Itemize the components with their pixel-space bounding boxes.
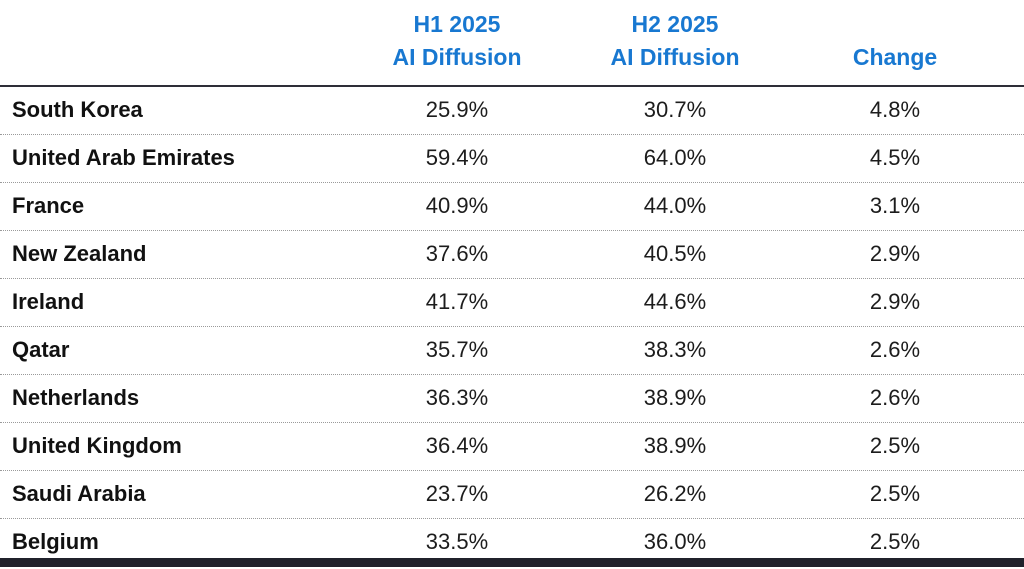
country-name: Netherlands [12,385,140,411]
h1-diffusion-value: 40.9% [425,193,489,219]
country-name: Ireland [12,289,85,315]
h2-diffusion-value: 38.9% [643,385,707,411]
change-value: 4.8% [869,97,921,123]
header-change-line2: Change [852,44,938,71]
h1-diffusion-value: 37.6% [425,241,489,267]
bottom-border-bar [0,558,1024,567]
header-h1-line2: AI Diffusion [392,44,522,71]
change-value: 2.5% [869,433,921,459]
country-name: United Kingdom [12,433,182,459]
h1-diffusion-value: 25.9% [425,97,489,123]
country-name: France [12,193,85,219]
h2-diffusion-value: 64.0% [643,145,707,171]
h1-diffusion-value: 36.4% [425,433,489,459]
table-row-saudi-arabia: Saudi Arabia 23.7% 26.2% 2.5% [0,471,1024,519]
h1-diffusion-value: 59.4% [425,145,489,171]
change-value: 2.6% [869,385,921,411]
table-row-united-arab-emirates: United Arab Emirates 59.4% 64.0% 4.5% [0,135,1024,183]
h2-diffusion-value: 44.0% [643,193,707,219]
h1-diffusion-value: 35.7% [425,337,489,363]
country-name: Saudi Arabia [12,481,146,507]
header-h2-line2: AI Diffusion [610,44,740,71]
header-h1-line1: H1 2025 [413,11,501,37]
table-row-qatar: Qatar 35.7% 38.3% 2.6% [0,327,1024,375]
h2-diffusion-value: 30.7% [643,97,707,123]
column-header-h1-2025-ai-diffusion: H1 2025 AI Diffusion [330,8,584,75]
table-row-south-korea: South Korea 25.9% 30.7% 4.8% [0,87,1024,135]
h1-diffusion-value: 41.7% [425,289,489,315]
h2-diffusion-value: 38.3% [643,337,707,363]
country-name: South Korea [12,97,143,123]
table-row-united-kingdom: United Kingdom 36.4% 38.9% 2.5% [0,423,1024,471]
country-name: New Zealand [12,241,147,267]
change-value: 2.5% [869,529,921,555]
column-header-h2-2025-ai-diffusion: H2 2025 AI Diffusion [584,8,766,75]
table-header: H1 2025 AI Diffusion H2 2025 AI Diffusio… [0,0,1024,87]
change-value: 3.1% [869,193,921,219]
change-value: 2.9% [869,289,921,315]
h1-diffusion-value: 36.3% [425,385,489,411]
h2-diffusion-value: 38.9% [643,433,707,459]
header-h2-line1: H2 2025 [631,11,719,37]
change-value: 2.5% [869,481,921,507]
h2-diffusion-value: 44.6% [643,289,707,315]
h2-diffusion-value: 26.2% [643,481,707,507]
h1-diffusion-value: 23.7% [425,481,489,507]
table-row-new-zealand: New Zealand 37.6% 40.5% 2.9% [0,231,1024,279]
country-name: Belgium [12,529,99,555]
table-row-ireland: Ireland 41.7% 44.6% 2.9% [0,279,1024,327]
country-name: Qatar [12,337,70,363]
column-header-change: Change [766,41,1024,74]
h2-diffusion-value: 36.0% [643,529,707,555]
change-value: 2.9% [869,241,921,267]
country-name: United Arab Emirates [12,145,235,171]
h2-diffusion-value: 40.5% [643,241,707,267]
change-value: 4.5% [869,145,921,171]
change-value: 2.6% [869,337,921,363]
table-row-netherlands: Netherlands 36.3% 38.9% 2.6% [0,375,1024,423]
table-row-france: France 40.9% 44.0% 3.1% [0,183,1024,231]
h1-diffusion-value: 33.5% [425,529,489,555]
